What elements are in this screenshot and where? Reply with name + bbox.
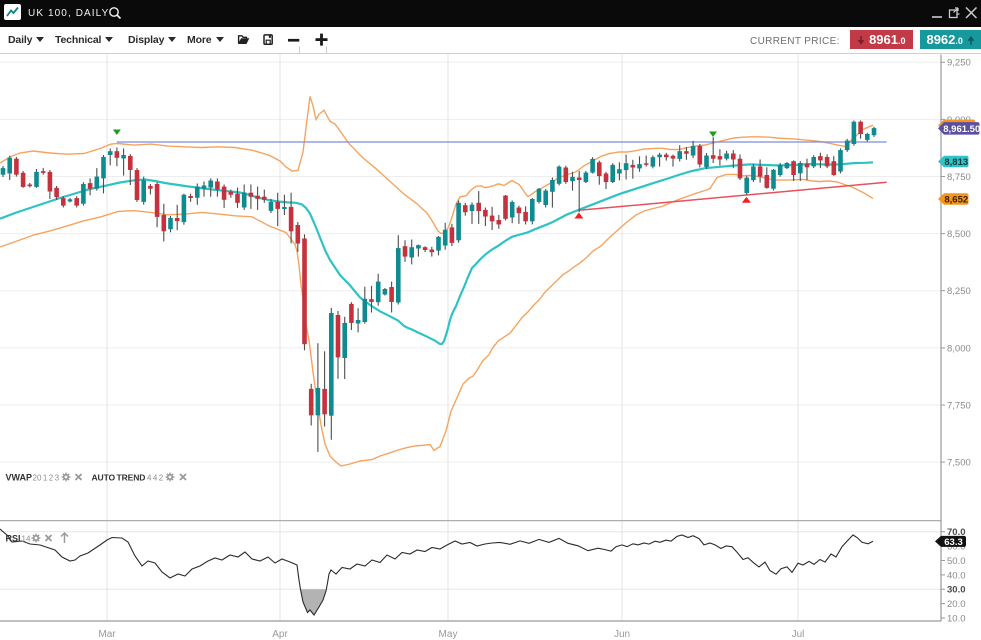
svg-text:50.0: 50.0 <box>947 556 966 567</box>
svg-text:VWAP: VWAP <box>6 473 33 483</box>
svg-text:Mar: Mar <box>98 629 116 640</box>
svg-text:40.0: 40.0 <box>947 570 966 581</box>
svg-text:8,961.50: 8,961.50 <box>943 124 980 135</box>
svg-text:60.0: 60.0 <box>947 542 966 553</box>
svg-text:8,750: 8,750 <box>947 172 971 183</box>
svg-text:9,250: 9,250 <box>947 58 971 69</box>
svg-text:7,750: 7,750 <box>947 400 971 411</box>
svg-text:Apr: Apr <box>272 629 288 640</box>
svg-text:20.0: 20.0 <box>947 599 966 610</box>
svg-text:20 1 2 3: 20 1 2 3 <box>33 474 60 483</box>
svg-text:7,500: 7,500 <box>947 458 971 469</box>
svg-text:AUTO TREND: AUTO TREND <box>92 473 146 483</box>
svg-text:May: May <box>439 629 458 640</box>
svg-text:8,000: 8,000 <box>947 343 971 354</box>
svg-text:30.0: 30.0 <box>947 585 966 596</box>
svg-text:Jun: Jun <box>614 629 630 640</box>
svg-text:RSI: RSI <box>6 534 21 544</box>
svg-text:63.3: 63.3 <box>944 537 963 548</box>
svg-text:70.0: 70.0 <box>947 527 966 538</box>
svg-text:Jul: Jul <box>792 629 805 640</box>
svg-text:8,500: 8,500 <box>947 229 971 240</box>
svg-text:8,250: 8,250 <box>947 286 971 297</box>
svg-text:10.0: 10.0 <box>947 613 966 624</box>
svg-text:14: 14 <box>22 535 31 544</box>
svg-text:8,813: 8,813 <box>944 157 968 168</box>
svg-text:8,652: 8,652 <box>944 194 968 205</box>
svg-text:4 4 2: 4 4 2 <box>147 474 164 483</box>
